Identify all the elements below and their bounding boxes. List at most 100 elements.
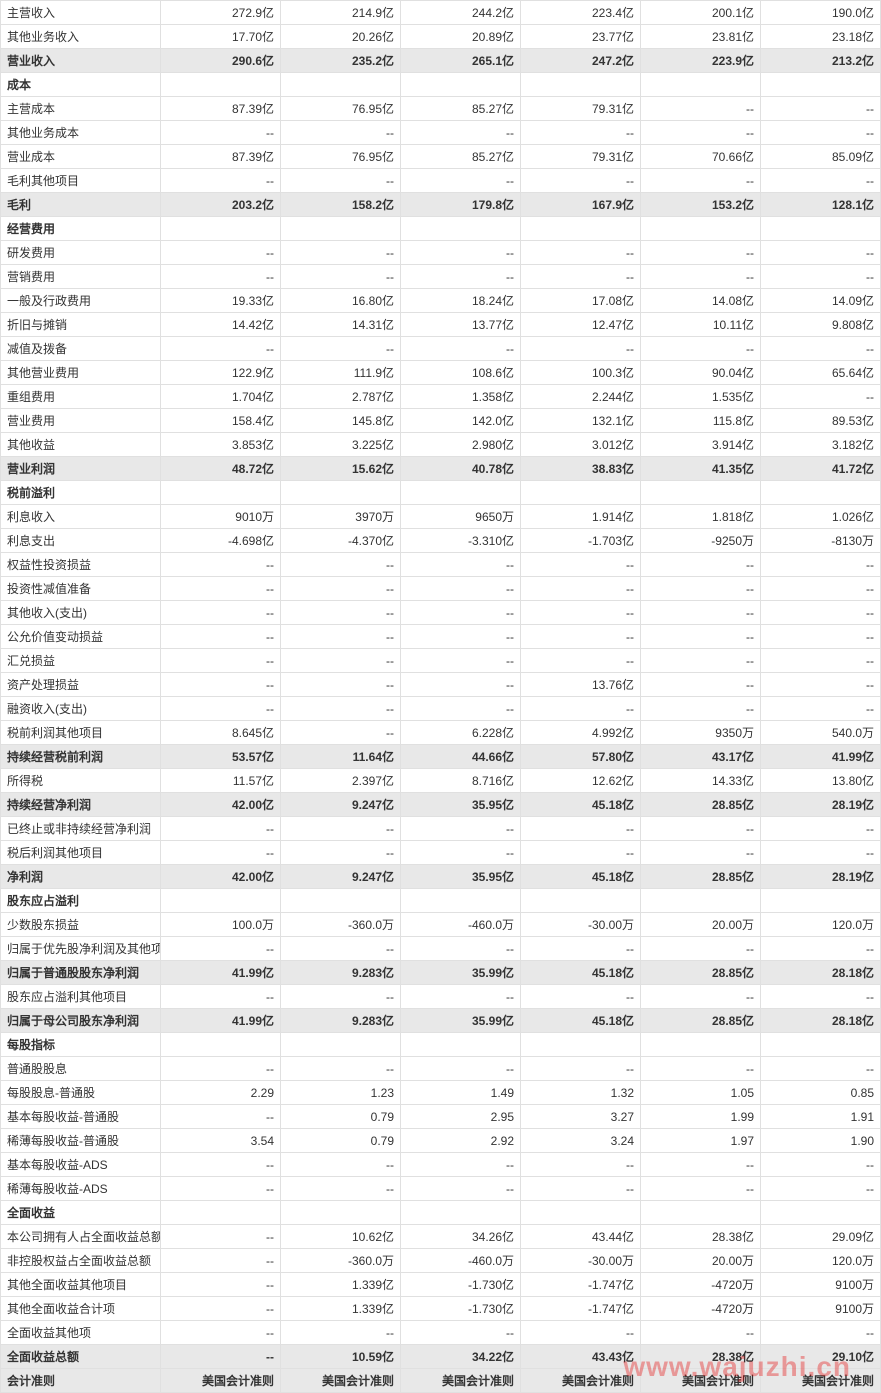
row-value: 14.42亿 [161, 313, 281, 337]
table-row: 营业费用158.4亿145.8亿142.0亿132.1亿115.8亿89.53亿 [1, 409, 881, 433]
table-row: 资产处理损益------13.76亿---- [1, 673, 881, 697]
footer-c3: 美国会计准则 [401, 1369, 521, 1393]
row-value [281, 73, 401, 97]
row-value: 14.08亿 [641, 289, 761, 313]
row-value: -1.703亿 [521, 529, 641, 553]
table-row: 其他全面收益合计项--1.339亿-1.730亿-1.747亿-4720万910… [1, 1297, 881, 1321]
row-value: 28.19亿 [761, 793, 881, 817]
row-value: -4720万 [641, 1297, 761, 1321]
row-value: 2.92 [401, 1129, 521, 1153]
row-value [761, 1033, 881, 1057]
row-value: 1.339亿 [281, 1273, 401, 1297]
row-label: 稀薄每股收益-ADS [1, 1177, 161, 1201]
footer-row: 会计准则 美国会计准则 美国会计准则 美国会计准则 美国会计准则 美国会计准则 … [1, 1369, 881, 1393]
row-value: -1.747亿 [521, 1297, 641, 1321]
table-row: 全面收益其他项------------ [1, 1321, 881, 1345]
row-value: 43.17亿 [641, 745, 761, 769]
row-value: 13.80亿 [761, 769, 881, 793]
row-value: -- [161, 121, 281, 145]
row-value [761, 73, 881, 97]
row-value: -- [161, 673, 281, 697]
row-value: 28.85亿 [641, 961, 761, 985]
row-value: 28.18亿 [761, 961, 881, 985]
row-value: 41.99亿 [761, 745, 881, 769]
row-value: 1.97 [641, 1129, 761, 1153]
row-value [281, 481, 401, 505]
row-value: -- [281, 985, 401, 1009]
row-label: 营业费用 [1, 409, 161, 433]
row-value: 11.57亿 [161, 769, 281, 793]
row-value: 23.18亿 [761, 25, 881, 49]
row-value: -- [761, 241, 881, 265]
footer-c1: 美国会计准则 [161, 1369, 281, 1393]
row-value: 2.95 [401, 1105, 521, 1129]
row-label: 其他全面收益其他项目 [1, 1273, 161, 1297]
row-label: 普通股股息 [1, 1057, 161, 1081]
row-value: 2.397亿 [281, 769, 401, 793]
table-row: 其他全面收益其他项目--1.339亿-1.730亿-1.747亿-4720万91… [1, 1273, 881, 1297]
row-value [401, 889, 521, 913]
row-value: 23.77亿 [521, 25, 641, 49]
row-value: 9100万 [761, 1297, 881, 1321]
row-value: 0.85 [761, 1081, 881, 1105]
row-value: -- [281, 649, 401, 673]
table-row: 营业收入290.6亿235.2亿265.1亿247.2亿223.9亿213.2亿 [1, 49, 881, 73]
row-value: 17.70亿 [161, 25, 281, 49]
row-label: 营业成本 [1, 145, 161, 169]
row-value: -- [761, 985, 881, 1009]
row-value: 1.99 [641, 1105, 761, 1129]
row-value: -- [641, 577, 761, 601]
row-value: -- [161, 1321, 281, 1345]
row-value: 53.57亿 [161, 745, 281, 769]
row-value: -- [161, 1249, 281, 1273]
row-value: 111.9亿 [281, 361, 401, 385]
row-value: 3.27 [521, 1105, 641, 1129]
row-label: 少数股东损益 [1, 913, 161, 937]
row-value: 28.85亿 [641, 793, 761, 817]
row-value [521, 481, 641, 505]
row-value [761, 217, 881, 241]
row-value: -- [161, 601, 281, 625]
row-label: 股东应占溢利其他项目 [1, 985, 161, 1009]
row-value: 17.08亿 [521, 289, 641, 313]
row-value: -1.730亿 [401, 1297, 521, 1321]
row-value: 70.66亿 [641, 145, 761, 169]
row-label: 公允价值变动损益 [1, 625, 161, 649]
row-label: 利息支出 [1, 529, 161, 553]
row-label: 净利润 [1, 865, 161, 889]
table-row: 其他业务成本------------ [1, 121, 881, 145]
row-label: 主营成本 [1, 97, 161, 121]
row-value: -- [521, 337, 641, 361]
row-value: -- [641, 937, 761, 961]
row-value: 9.283亿 [281, 961, 401, 985]
table-row: 折旧与摊销14.42亿14.31亿13.77亿12.47亿10.11亿9.808… [1, 313, 881, 337]
row-value: 45.18亿 [521, 793, 641, 817]
row-value: -- [761, 577, 881, 601]
row-value: 0.79 [281, 1129, 401, 1153]
row-label: 重组费用 [1, 385, 161, 409]
row-value: -- [401, 577, 521, 601]
row-value: -- [281, 1153, 401, 1177]
table-row: 持续经营税前利润53.57亿11.64亿44.66亿57.80亿43.17亿41… [1, 745, 881, 769]
row-value: 45.18亿 [521, 961, 641, 985]
row-value: -- [401, 241, 521, 265]
row-label: 权益性投资损益 [1, 553, 161, 577]
row-value [161, 1033, 281, 1057]
row-label: 稀薄每股收益-普通股 [1, 1129, 161, 1153]
row-label: 其他业务收入 [1, 25, 161, 49]
table-row: 投资性减值准备------------ [1, 577, 881, 601]
row-value: 8.645亿 [161, 721, 281, 745]
table-row: 其他营业费用122.9亿111.9亿108.6亿100.3亿90.04亿65.6… [1, 361, 881, 385]
table-row: 基本每股收益-普通股--0.792.953.271.991.91 [1, 1105, 881, 1129]
row-label: 营业利润 [1, 457, 161, 481]
row-label: 成本 [1, 73, 161, 97]
row-value: 35.95亿 [401, 793, 521, 817]
table-row: 全面收益 [1, 1201, 881, 1225]
row-value [641, 1201, 761, 1225]
row-label: 资产处理损益 [1, 673, 161, 697]
row-value: 87.39亿 [161, 97, 281, 121]
row-value: -- [281, 337, 401, 361]
table-row: 融资收入(支出)------------ [1, 697, 881, 721]
table-row: 持续经营净利润42.00亿9.247亿35.95亿45.18亿28.85亿28.… [1, 793, 881, 817]
row-value: -- [401, 841, 521, 865]
